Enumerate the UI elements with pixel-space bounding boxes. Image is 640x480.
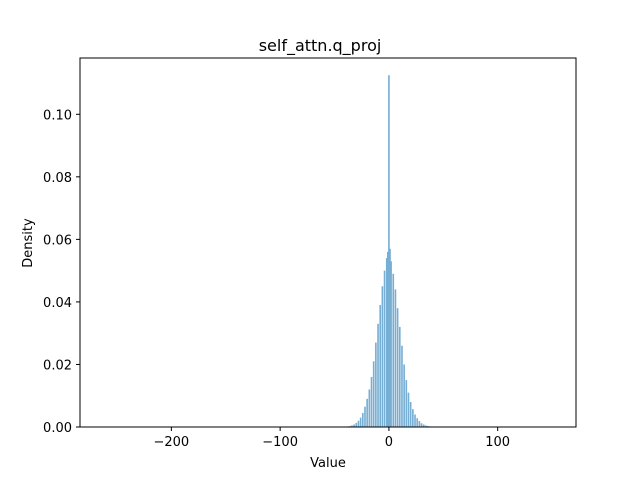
histogram-bar [396, 308, 399, 427]
histogram-bar [383, 270, 386, 427]
x-tick-label: −100 [262, 435, 298, 450]
histogram-bar [403, 364, 405, 427]
histogram-bar [353, 424, 355, 427]
histogram-bar [414, 414, 416, 427]
histogram-bar [416, 418, 419, 427]
histogram-bar [405, 380, 408, 427]
plot-frame [79, 57, 577, 428]
x-tick-label: 100 [485, 435, 510, 450]
histogram-bar [412, 409, 414, 427]
histogram-bar [375, 342, 377, 427]
histogram-bar [407, 392, 410, 427]
histogram-bar [368, 389, 371, 427]
histogram-bar [385, 258, 388, 427]
y-axis-label: Density [21, 218, 36, 268]
histogram-bar [420, 423, 423, 427]
x-axis-label: Value [310, 456, 346, 471]
histogram-bar [392, 273, 395, 427]
histogram-bar [389, 248, 391, 427]
histogram-bar [394, 289, 397, 427]
histogram-bar [398, 326, 401, 427]
histogram-bar [357, 420, 360, 427]
histogram-bar [381, 286, 384, 427]
chart-title: self_attn.q_proj [259, 36, 382, 56]
y-tick-label: 0.08 [43, 171, 72, 186]
y-tick-label: 0.00 [43, 421, 72, 436]
histogram-bar [379, 305, 382, 427]
histogram-bar [370, 376, 373, 427]
histogram-bar [355, 422, 358, 427]
histogram-bar [409, 401, 412, 427]
histogram-bar [425, 425, 427, 427]
y-tick-label: 0.06 [43, 233, 72, 248]
histogram-bar [422, 424, 425, 427]
histogram-bar [401, 345, 403, 427]
x-tick-label: 0 [385, 435, 393, 450]
y-tick-label: 0.04 [43, 296, 72, 311]
histogram-bar [364, 406, 366, 427]
x-axis: −200 −100 0 100 [154, 427, 510, 450]
histogram-bar [372, 361, 375, 427]
histogram-bar [390, 261, 392, 427]
y-tick-label: 0.10 [43, 108, 72, 123]
histogram-bar [418, 421, 421, 427]
histogram-bar [351, 425, 353, 427]
histogram-bar [359, 417, 362, 427]
histogram-bar [377, 323, 379, 427]
bars-group [346, 75, 432, 427]
y-axis: 0.00 0.02 0.04 0.06 0.08 0.10 [43, 108, 80, 436]
histogram-bar [388, 75, 390, 427]
y-tick-label: 0.02 [43, 358, 72, 373]
histogram-bar [387, 251, 389, 427]
histogram-bar [361, 412, 364, 427]
x-tick-label: −200 [154, 435, 190, 450]
histogram-bar [366, 398, 368, 427]
